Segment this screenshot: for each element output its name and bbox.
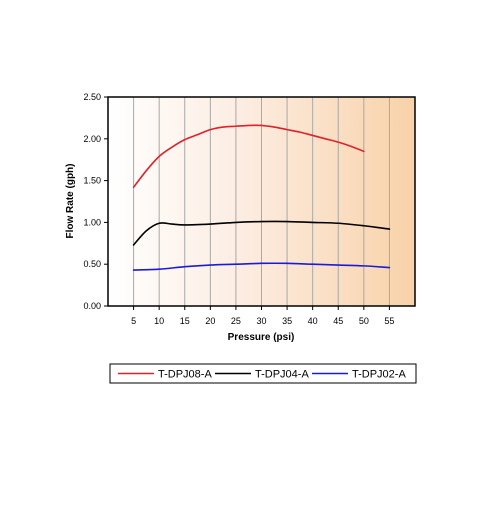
x-tick-label: 45 (333, 316, 343, 326)
x-tick-label: 15 (180, 316, 190, 326)
y-tick-label: 0.50 (83, 259, 101, 269)
y-tick-label: 2.00 (83, 134, 101, 144)
y-tick-label: 1.50 (83, 176, 101, 186)
y-tick-label: 0.00 (83, 301, 101, 311)
y-tick-label: 1.00 (83, 217, 101, 227)
y-tick-label: 2.50 (83, 92, 101, 102)
legend-label: T-DPJ04-A (255, 369, 309, 381)
x-tick-label: 25 (231, 316, 241, 326)
legend-label: T-DPJ08-A (158, 369, 212, 381)
series-lines (132, 124, 391, 271)
x-tick-label: 55 (384, 316, 394, 326)
x-tick-label: 30 (256, 316, 266, 326)
series-line-t-dpj02-a (132, 262, 391, 271)
series-line-t-dpj08-a (132, 124, 365, 189)
x-tick-label: 40 (308, 316, 318, 326)
x-tick-label: 10 (154, 316, 164, 326)
axis-ticks: 5 10 15 20 25 30 35 40 45 50 55 0.00 0.50 1.00 1.50 2.0… (83, 92, 394, 326)
legend: T-DPJ08-A T-DPJ04-A T-DPJ02-A (109, 363, 417, 384)
series-line-t-dpj04-a (132, 220, 391, 246)
x-tick-label: 35 (282, 316, 292, 326)
legend-box (109, 363, 417, 384)
grid-lines (133, 97, 390, 306)
x-tick-label: 50 (359, 316, 369, 326)
x-axis-title: Pressure (psi) (228, 332, 295, 343)
legend-label: T-DPJ02-A (352, 369, 406, 381)
x-tick-label: 5 (131, 316, 136, 326)
x-tick-label: 20 (205, 316, 215, 326)
y-axis-title: Flow Rate (gph) (65, 164, 76, 239)
legend-entries: T-DPJ08-A T-DPJ04-A T-DPJ02-A (118, 369, 406, 381)
